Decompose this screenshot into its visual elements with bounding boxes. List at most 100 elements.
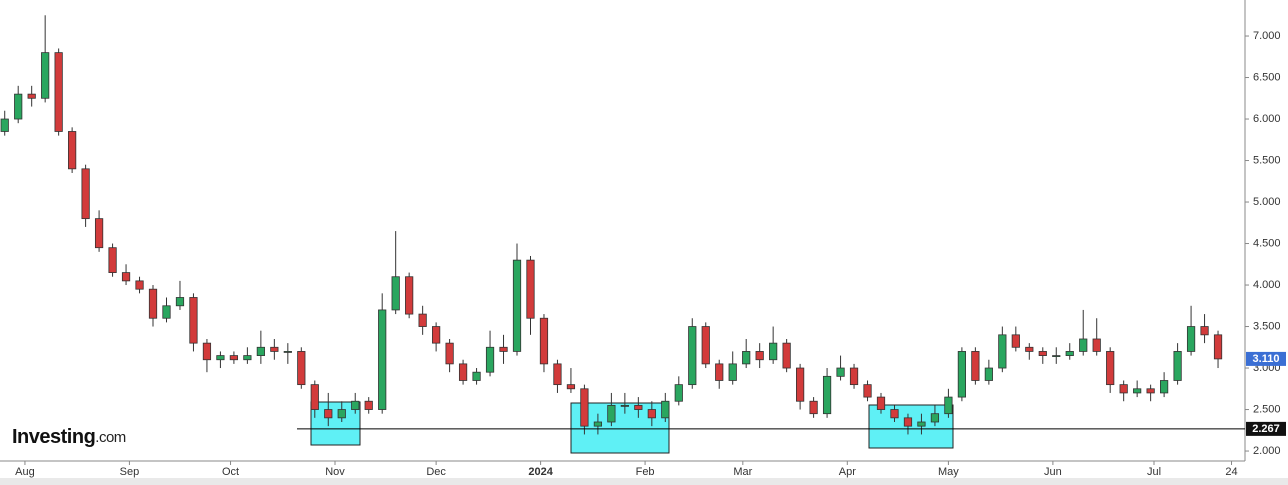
candle-body <box>1025 346 1034 352</box>
candle-body <box>580 388 589 427</box>
candle-body <box>593 421 603 427</box>
candle-body <box>930 413 940 423</box>
candle-body <box>378 309 387 410</box>
candle-body <box>1038 351 1047 356</box>
x-tick-label: Jun <box>1044 466 1062 478</box>
candle-body <box>876 396 886 410</box>
candle-body <box>742 351 751 365</box>
candle-body <box>957 351 966 398</box>
candle-body <box>1213 334 1223 360</box>
candle-body <box>121 272 131 282</box>
candle-body <box>458 363 468 381</box>
candle-body <box>984 367 993 381</box>
candle-body <box>297 351 306 386</box>
candle-body <box>202 342 212 361</box>
candle-body <box>189 297 198 344</box>
candle-body <box>890 409 899 419</box>
candle-body <box>917 421 926 427</box>
candle-body <box>14 93 23 120</box>
candle-body <box>998 334 1007 369</box>
candle-body <box>512 259 522 352</box>
candle-body <box>769 342 778 361</box>
x-tick-label: Oct <box>222 466 239 478</box>
candle-body <box>809 400 818 415</box>
candle-body <box>216 355 225 361</box>
candle-body <box>661 400 670 419</box>
candle-body <box>68 131 77 170</box>
candle-body <box>526 259 535 319</box>
candle-body <box>755 351 764 361</box>
candle-body <box>1065 351 1074 356</box>
candle-body <box>1011 334 1020 348</box>
candle-body <box>634 404 643 410</box>
candle-body <box>445 342 454 365</box>
candle-body <box>310 384 319 410</box>
candle-body <box>701 326 710 365</box>
candle-body <box>54 52 63 132</box>
candle-body <box>0 118 9 132</box>
candle-body <box>364 400 373 410</box>
candle-body <box>620 404 629 407</box>
y-tick-label: 6.000 <box>1253 113 1281 125</box>
candles <box>0 15 1223 435</box>
candle-body <box>1052 355 1061 357</box>
x-tick-label: Dec <box>426 466 446 478</box>
candle-body <box>1200 326 1209 336</box>
candle-body <box>41 52 50 99</box>
candle-body <box>1106 351 1115 386</box>
y-tick-label: 5.000 <box>1253 196 1281 208</box>
candle-body <box>971 351 980 381</box>
y-tick-label: 5.500 <box>1253 154 1281 166</box>
candle-body <box>1133 388 1142 394</box>
candle-body <box>728 363 737 381</box>
candle-body <box>27 93 36 99</box>
y-tick-label: 6.500 <box>1253 71 1281 83</box>
candle-body <box>324 409 333 419</box>
y-tick-label: 4.000 <box>1253 279 1281 291</box>
candle-body <box>337 409 346 419</box>
candle-body <box>1173 351 1182 381</box>
candle-body <box>162 305 171 319</box>
x-tick-label: 24 <box>1225 466 1237 478</box>
brand-name: Investing <box>12 426 95 448</box>
candle-body <box>647 409 656 419</box>
candle-body <box>674 384 683 402</box>
candle-body <box>229 355 239 361</box>
candle-body <box>1092 338 1101 352</box>
candle-body <box>256 346 265 356</box>
x-tick-label: May <box>938 466 959 478</box>
candle-body <box>432 326 441 344</box>
support-label-bg <box>1246 421 1286 436</box>
candle-body <box>782 342 791 369</box>
candle-body <box>688 326 697 386</box>
candle-body <box>607 404 616 423</box>
candle-body <box>108 247 117 273</box>
x-tick-label: Mar <box>733 466 752 478</box>
x-tick-label: 2024 <box>528 466 553 478</box>
candle-body <box>148 288 158 319</box>
candle-body <box>81 168 90 220</box>
y-tick-label: 2.000 <box>1253 445 1281 457</box>
candle-body <box>715 363 724 381</box>
candle-body <box>405 276 414 315</box>
candle-body <box>539 317 549 365</box>
bottom-strip <box>0 478 1288 485</box>
last-price-bg <box>1246 351 1286 366</box>
x-tick-label: Sep <box>120 466 140 478</box>
candle-body <box>1119 384 1128 394</box>
y-tick-label: 7.000 <box>1253 30 1281 42</box>
candle-body <box>863 384 872 398</box>
support-label: 2.267 <box>1252 423 1280 435</box>
candle-body <box>1186 326 1196 352</box>
candle-body <box>903 417 913 427</box>
candle-body <box>391 276 400 311</box>
brand-logo: Investing.com <box>12 426 126 448</box>
candle-body <box>472 371 481 381</box>
x-tick-label: Nov <box>325 466 345 478</box>
candle-body <box>1160 380 1169 394</box>
candle-body <box>243 355 252 361</box>
brand-suffix: .com <box>95 429 126 446</box>
candle-body <box>836 367 845 377</box>
